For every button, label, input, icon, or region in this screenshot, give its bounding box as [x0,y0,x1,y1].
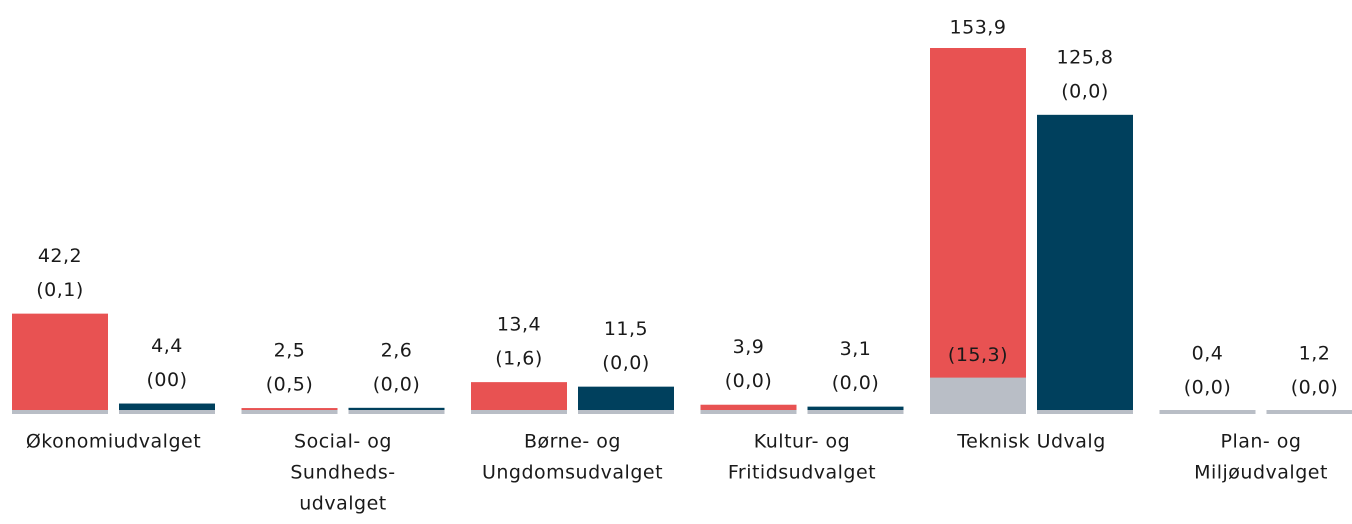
category-label: Økonomiudvalget [26,431,201,453]
sub-bar [578,410,674,414]
sub-value-label: (0,5) [266,374,314,396]
category-label: Social- og [294,431,392,453]
sub-value-label: (15,3) [948,344,1008,366]
sub-bar [471,410,567,414]
sub-bar [1159,410,1256,414]
sub-value-label: (0,0) [1184,377,1232,399]
sub-bar [807,410,904,414]
value-label: 3,9 [733,336,765,358]
sub-bar [241,410,338,414]
sub-bar [1266,410,1352,414]
sub-bar [119,410,215,414]
bar [700,404,797,414]
value-label: 3,1 [840,338,872,360]
category-label: Miljøudvalget [1194,462,1328,484]
bar [119,403,215,414]
value-label: 2,5 [274,340,306,362]
value-label: 11,5 [604,318,648,340]
category-label: Kultur- og [754,431,851,453]
sub-value-label: (0,0) [725,370,773,392]
category-label: Teknisk Udvalg [956,431,1106,453]
value-label: 42,2 [38,245,82,267]
sub-value-label: (00) [146,369,187,391]
value-label: 153,9 [950,17,1007,39]
sub-value-label: (0,0) [373,373,421,395]
sub-bar [930,377,1026,414]
value-label: 4,4 [151,335,183,357]
bar [471,382,567,414]
sub-bar [12,410,108,414]
category-label: Plan- og [1220,431,1301,453]
bar [930,48,1026,414]
value-label: 0,4 [1192,343,1224,365]
value-label: 1,2 [1299,343,1331,365]
category-label: Børne- og [524,431,621,453]
bar [12,313,108,414]
sub-bar [700,410,797,414]
category-label: Sundheds- [290,462,395,484]
value-label: 125,8 [1057,46,1114,68]
sub-value-label: (0,1) [36,279,84,301]
category-label: Ungdomsudvalget [482,462,663,484]
bar [1037,114,1133,414]
sub-bar [1037,410,1133,414]
value-label: 2,6 [381,339,413,361]
sub-value-label: (0,0) [1291,377,1339,399]
sub-bar [348,410,445,414]
bar [578,386,674,414]
sub-value-label: (0,0) [602,352,650,374]
sub-value-label: (0,0) [832,372,880,394]
value-label: 13,4 [497,314,541,336]
category-label: udvalget [299,493,386,515]
sub-value-label: (1,6) [495,348,543,370]
sub-value-label: (0,0) [1061,80,1109,102]
category-label: Fritidsudvalget [728,462,876,484]
